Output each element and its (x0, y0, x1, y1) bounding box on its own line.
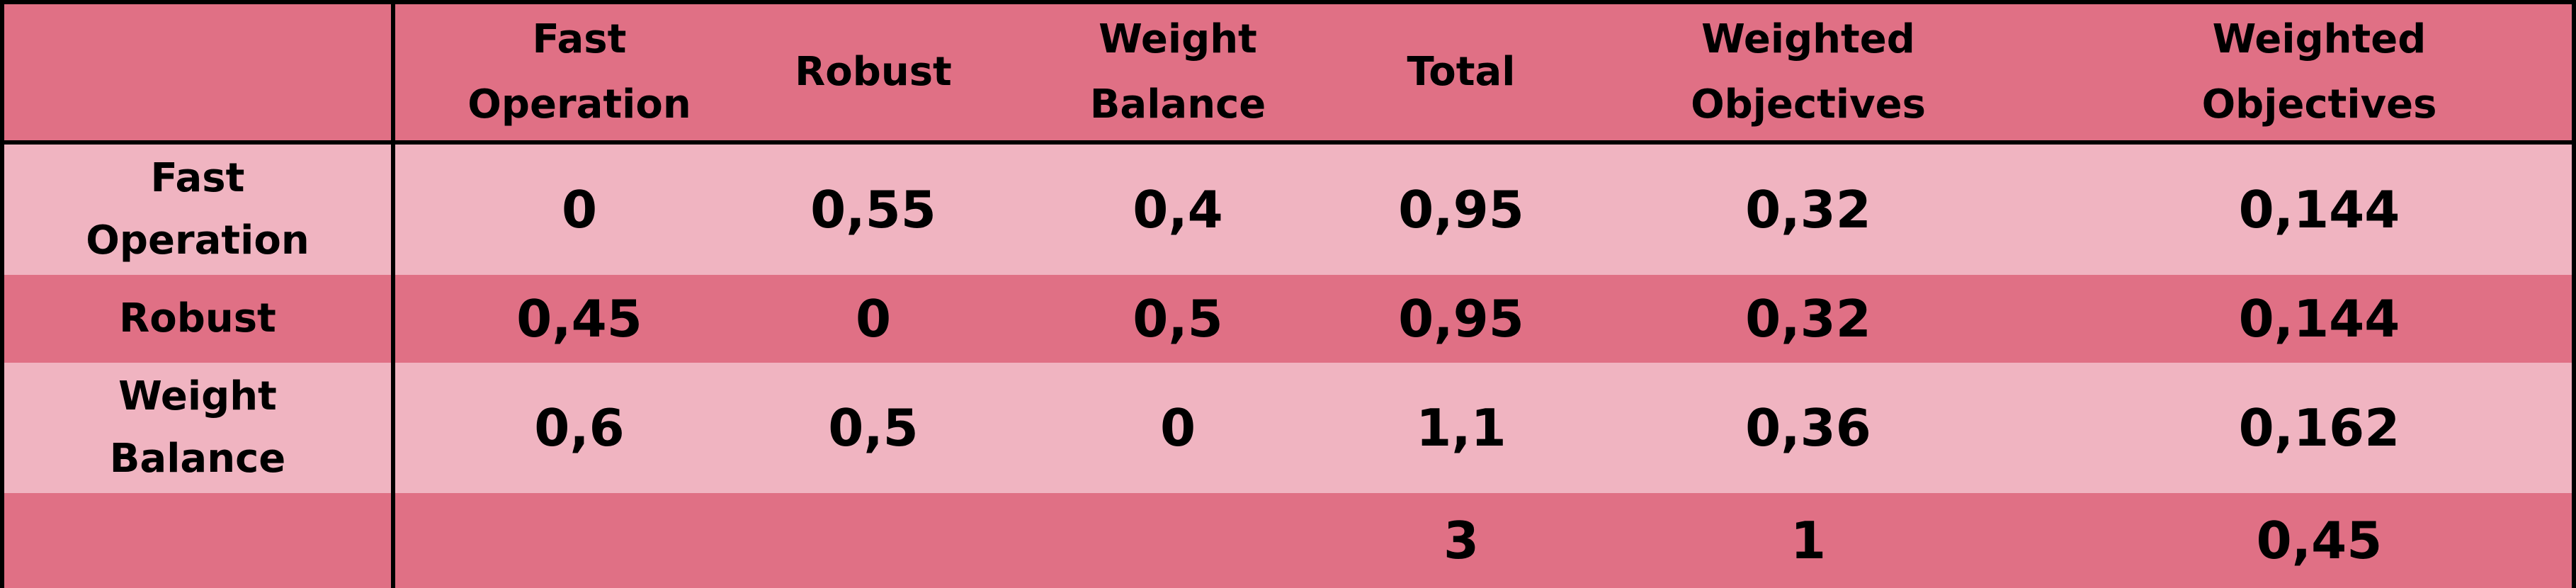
row-label-fast-operation: Fast Operation (4, 145, 391, 275)
header-line: Fast (532, 16, 627, 62)
row-label-line: Weight (118, 373, 277, 419)
header-line: Weighted (1701, 16, 1915, 62)
row-label-line: Balance (109, 436, 286, 482)
table-row: Weight Balance 0,6 0,5 0 1,1 0,36 0,162 (4, 363, 2572, 493)
table-cell: 0,32 (1745, 180, 1871, 239)
table-cell (764, 493, 983, 588)
header-fast-operation: Fast Operation (395, 4, 764, 140)
table-row: Robust 0,45 0 0,5 0,95 0,32 0,144 (4, 275, 2572, 363)
table-cell: 0,144 (2238, 289, 2400, 349)
row-label-line: Fast (150, 155, 245, 201)
weighted-objectives-sum-cell-2: 0,45 (2256, 511, 2383, 570)
header-line: Objectives (2201, 81, 2437, 128)
table-cell: 0 (855, 289, 892, 349)
total-sum-cell: 3 (1443, 511, 1480, 570)
table-cell: 0,95 (1398, 289, 1524, 349)
row-label-robust: Robust (4, 275, 391, 363)
column-divider (391, 4, 395, 588)
header-weight-balance: Weight Balance (983, 4, 1373, 140)
header-weighted-objectives: Weighted Objectives (1550, 4, 2067, 140)
table-cell (395, 493, 764, 588)
header-weighted-objectives-2: Weighted Objectives (2067, 4, 2572, 140)
table-cell: 0,5 (828, 398, 919, 458)
table-cell: 0 (561, 180, 598, 239)
table-cell: 0,32 (1745, 289, 1871, 349)
weighted-objectives-sum-cell: 1 (1790, 511, 1827, 570)
table-header-row: Fast Operation Robust Weight Balance Tot… (4, 4, 2572, 140)
header-divider (4, 140, 2572, 145)
table-cell: 0,4 (1133, 180, 1223, 239)
header-line: Operation (467, 81, 691, 128)
header-line: Weighted (2212, 16, 2427, 62)
totals-label (4, 493, 391, 588)
table-cell: 0,6 (534, 398, 625, 458)
table-cell: 1,1 (1416, 398, 1507, 458)
table-cell: 0,162 (2238, 398, 2400, 458)
table-cell: 0,45 (516, 289, 642, 349)
row-label-line: Operation (86, 217, 310, 264)
table-cell: 0,5 (1133, 289, 1223, 349)
header-line: Total (1407, 49, 1516, 95)
table-cell: 0,36 (1745, 398, 1871, 458)
header-line: Objectives (1691, 81, 1926, 128)
table-cell: 0,95 (1398, 180, 1524, 239)
header-robust: Robust (764, 4, 983, 140)
header-total: Total (1373, 4, 1550, 140)
table-row: Fast Operation 0 0,55 0,4 0,95 0,32 0,14… (4, 145, 2572, 275)
header-corner-cell (4, 4, 391, 140)
header-line: Balance (1089, 81, 1266, 128)
table-cell: 0 (1159, 398, 1196, 458)
table-cell: 0,55 (810, 180, 936, 239)
table-cell: 0,144 (2238, 180, 2400, 239)
row-label-line: Robust (119, 295, 276, 341)
row-label-weight-balance: Weight Balance (4, 363, 391, 493)
header-line: Weight (1099, 16, 1257, 62)
totals-row: 3 1 0,45 (4, 493, 2572, 588)
table-cell (983, 493, 1373, 588)
header-line: Robust (795, 49, 952, 95)
